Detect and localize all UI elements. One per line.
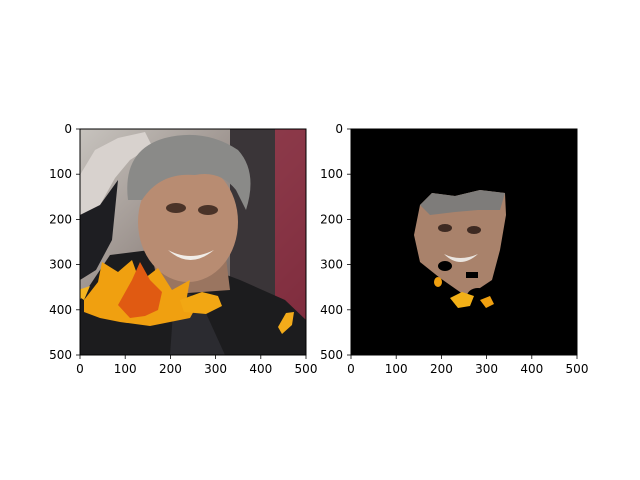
x-tick-label: 400 [520,362,543,376]
x-tick-label: 100 [114,362,137,376]
y-tick-label: 400 [320,303,343,317]
y-tick-label: 500 [320,348,343,362]
y-tick-label: 200 [49,212,72,226]
y-tick-label: 500 [49,348,72,362]
mask-axes: 0 100 200 300 400 500 0 100 200 300 400 500 [320,122,588,376]
y-tick-label: 200 [320,212,343,226]
y-tick-label: 100 [49,167,72,181]
y-tick-label: 100 [320,167,343,181]
x-tick-label: 0 [76,362,84,376]
y-tick-label: 300 [320,258,343,272]
x-tick-label: 500 [566,362,589,376]
y-tick-label: 0 [335,122,343,136]
photo-axis-ticks: 0 100 200 300 400 500 0 100 200 300 400 500 [49,122,317,376]
y-tick-label: 400 [49,303,72,317]
photo-axes: 0 100 200 300 400 500 0 100 200 300 400 500 [49,122,317,376]
photo-image [80,129,306,355]
mask-axis-ticks: 0 100 200 300 400 500 0 100 200 300 400 500 [320,122,588,376]
x-tick-label: 200 [159,362,182,376]
leaf-cluster [80,260,222,326]
x-tick-label: 300 [204,362,227,376]
y-tick-label: 0 [64,122,72,136]
x-tick-label: 100 [385,362,408,376]
x-tick-label: 0 [347,362,355,376]
x-tick-label: 300 [475,362,498,376]
x-tick-label: 200 [430,362,453,376]
x-tick-label: 500 [295,362,318,376]
small-leaf [278,312,294,334]
mask-image [351,129,577,355]
x-tick-label: 400 [249,362,272,376]
y-tick-label: 300 [49,258,72,272]
